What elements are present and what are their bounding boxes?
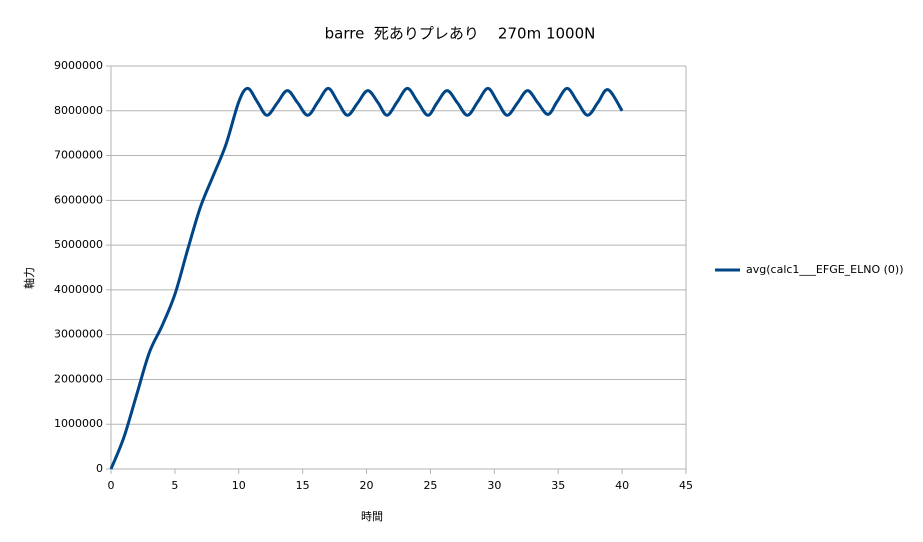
x-tick-label: 40 (615, 479, 629, 492)
line-series (109, 86, 624, 470)
x-tick-label: 25 (423, 479, 437, 492)
x-tick-label: 10 (232, 479, 246, 492)
y-tick-label: 8000000 (54, 104, 103, 117)
x-axis-label: 時間 (361, 510, 383, 523)
x-tick-label: 45 (679, 479, 693, 492)
y-tick-label: 3000000 (54, 328, 103, 341)
y-tick-label: 2000000 (54, 372, 103, 385)
y-tick-label: 4000000 (54, 283, 103, 296)
y-tick-label: 6000000 (54, 193, 103, 206)
chart-title: barre 死ありプレあり 270m 1000N (325, 25, 596, 43)
x-tick-label: 30 (487, 479, 501, 492)
legend-label: avg(calc1___EFGE_ELNO (0)) (746, 263, 904, 276)
y-tick-label: 9000000 (54, 59, 103, 72)
y-tick-label: 1000000 (54, 417, 103, 430)
x-tick-label: 35 (551, 479, 565, 492)
y-tick-label: 5000000 (54, 238, 103, 251)
y-tick-label: 0 (96, 462, 103, 475)
y-tick-label: 7000000 (54, 149, 103, 162)
x-tick-label: 20 (360, 479, 374, 492)
x-tick-label: 0 (108, 479, 115, 492)
y-axis-label: 軸力 (22, 267, 36, 289)
x-tick-label: 5 (171, 479, 178, 492)
x-tick-label: 15 (296, 479, 310, 492)
